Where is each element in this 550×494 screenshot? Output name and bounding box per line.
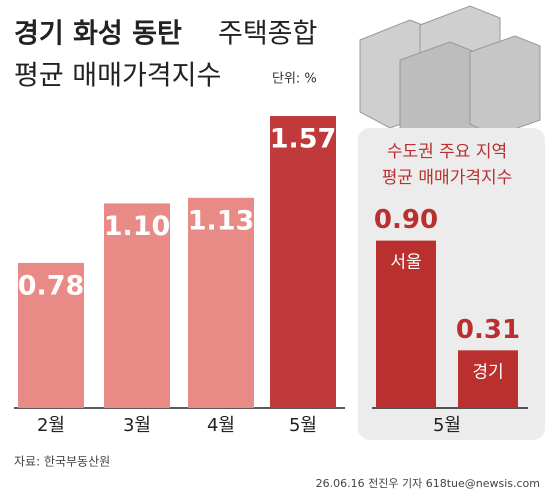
title-rest: 주택종합 bbox=[218, 19, 317, 50]
value-label: 1.13 bbox=[188, 205, 255, 236]
x-label: 5월 bbox=[433, 415, 461, 436]
bar bbox=[18, 262, 84, 408]
credit: 26.06.16 전진우 기자 618tue@newsis.com bbox=[316, 477, 540, 490]
x-tick-label: 4월 bbox=[207, 415, 235, 436]
title-bold: 경기 화성 동탄 bbox=[14, 19, 182, 50]
bar bbox=[188, 197, 254, 408]
bar bbox=[376, 240, 436, 408]
value-label: 1.10 bbox=[104, 211, 171, 242]
category-label: 경기 bbox=[472, 362, 503, 382]
bar bbox=[270, 115, 336, 408]
title-line2: 평균 매매가격지수 bbox=[14, 61, 221, 92]
inset-title: 수도권 주요 지역 bbox=[387, 142, 507, 162]
value-label: 0.90 bbox=[374, 205, 438, 235]
x-tick-label: 5월 bbox=[289, 415, 317, 436]
value-label: 0.31 bbox=[456, 315, 520, 345]
value-label: 0.78 bbox=[18, 270, 85, 301]
inset-title: 평균 매매가격지수 bbox=[382, 168, 513, 188]
x-tick-label: 2월 bbox=[37, 415, 65, 436]
bar bbox=[104, 203, 170, 408]
unit: 단위: % bbox=[272, 72, 317, 87]
bar bbox=[458, 350, 518, 408]
buildings bbox=[359, 5, 541, 147]
source: 자료: 한국부동산원 bbox=[14, 455, 110, 469]
x-tick-label: 3월 bbox=[123, 415, 151, 436]
category-label: 서울 bbox=[390, 253, 421, 273]
value-label: 1.57 bbox=[270, 123, 337, 154]
